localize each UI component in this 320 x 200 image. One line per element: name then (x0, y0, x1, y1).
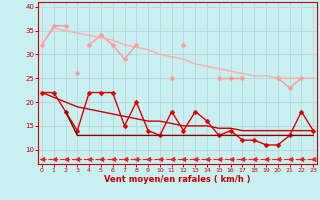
X-axis label: Vent moyen/en rafales ( km/h ): Vent moyen/en rafales ( km/h ) (104, 175, 251, 184)
